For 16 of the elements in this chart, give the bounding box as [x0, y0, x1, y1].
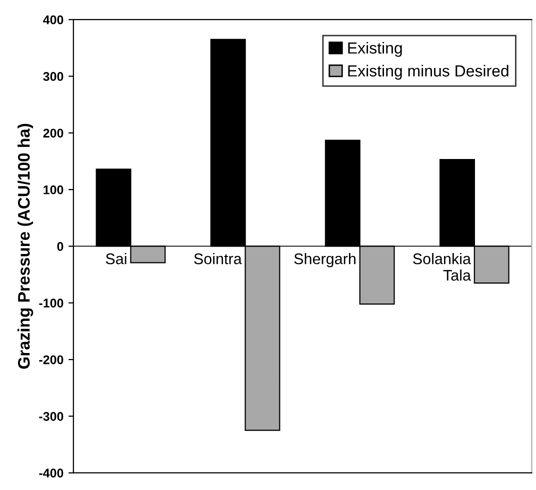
y-tick-label: -300 [39, 412, 64, 421]
y-tick-label: -400 [39, 468, 64, 478]
y-tick-label: 100 [44, 185, 64, 194]
y-tick-label: -200 [39, 355, 64, 364]
y-tick-label: 0 [57, 242, 64, 251]
x-tick-label: Sai [106, 253, 126, 264]
x-tick-label: Shergarh [294, 253, 356, 268]
legend-label: Existing minus Desired [348, 64, 508, 80]
y-tick-label: 200 [43, 128, 64, 138]
y-tick-label: -100 [39, 298, 64, 308]
legend-label: Existing [348, 42, 402, 57]
y-tick-label: 300 [43, 72, 64, 81]
y-tick-label: 400 [43, 15, 64, 24]
x-tick-label: Solankia Tala [413, 253, 471, 281]
y-axis-title: Grazing Pressure (ACU/100 ha) [18, 124, 34, 369]
x-tick-label: Sointra [194, 253, 242, 264]
